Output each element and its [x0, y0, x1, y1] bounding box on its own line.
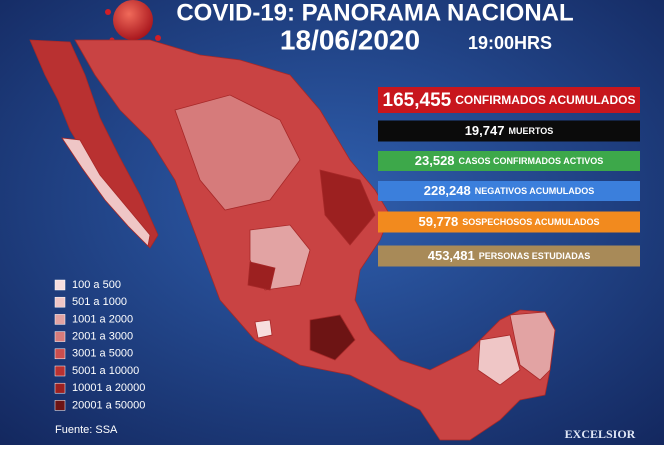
- legend-label: 20001 a 50000: [72, 399, 145, 411]
- legend-swatch: [54, 348, 66, 360]
- stat-background: [378, 151, 640, 171]
- stat-box: 453,481 PERSONAS ESTUDIADAS: [378, 245, 640, 267]
- stat-background: [378, 87, 640, 113]
- stat-label: SOSPECHOSOS ACUMULADOS: [462, 217, 599, 227]
- stat-text: 453,481 PERSONAS ESTUDIADAS: [428, 248, 591, 263]
- stat-text: 228,248 NEGATIVOS ACUMULADOS: [424, 183, 595, 198]
- stat-label: CONFIRMADOS ACUMULADOS: [455, 93, 635, 107]
- stat-background: [378, 120, 640, 142]
- stat-label: PERSONAS ESTUDIADAS: [479, 251, 591, 261]
- stat-background: [378, 181, 640, 201]
- legend-label: 3001 a 5000: [72, 348, 133, 360]
- stat-label: CASOS CONFIRMADOS ACTIVOS: [459, 156, 604, 166]
- legend-swatch: [54, 400, 66, 411]
- stat-value: 228,248: [424, 183, 471, 198]
- stat-box: 23,528 CASOS CONFIRMADOS ACTIVOS: [378, 151, 640, 171]
- stat-background: [378, 245, 640, 267]
- stat-text: 23,528 CASOS CONFIRMADOS ACTIVOS: [415, 153, 603, 168]
- stat-background: [378, 211, 640, 233]
- map: [29, 39, 556, 441]
- stat-text: 19,747 MUERTOS: [465, 123, 554, 138]
- time: 19:00HRS: [468, 33, 552, 53]
- legend-swatch: [54, 279, 66, 291]
- legend-label: 100 a 500: [72, 279, 121, 291]
- stat-value: 165,455: [383, 90, 452, 111]
- stat-box: 19,747 MUERTOS: [378, 120, 640, 142]
- legend-swatch: [54, 331, 66, 342]
- legend-swatch: [54, 314, 66, 325]
- stat-label: MUERTOS: [508, 126, 553, 136]
- stat-box: 165,455 CONFIRMADOS ACUMULADOS: [378, 87, 640, 113]
- legend-label: 5001 a 10000: [72, 365, 139, 377]
- stat-value: 59,778: [419, 214, 459, 229]
- stat-label: NEGATIVOS ACUMULADOS: [475, 186, 595, 196]
- stat-value: 19,747: [465, 123, 505, 138]
- stat-value: 23,528: [415, 153, 455, 168]
- stat-box: 228,248 NEGATIVOS ACUMULADOS: [378, 181, 640, 201]
- stat-text: 165,455 CONFIRMADOS ACUMULADOS: [383, 90, 636, 111]
- legend-label: 1001 a 2000: [72, 313, 133, 325]
- legend: 100 a 500 501 a 1000 1001 a 2000 2001 a 300…: [54, 279, 145, 411]
- legend-label: 2001 a 3000: [72, 331, 133, 343]
- stat-box: 59,778 SOSPECHOSOS ACUMULADOS: [378, 211, 640, 233]
- source: Fuente: SSA: [55, 424, 118, 436]
- stat-value: 453,481: [428, 248, 475, 263]
- title: COVID-19: PANORAMA NACIONAL: [176, 0, 573, 26]
- logo: EXCELSIOR: [565, 427, 636, 441]
- legend-swatch: [54, 382, 66, 394]
- legend-swatch: [54, 296, 66, 308]
- legend-label: 501 a 1000: [72, 296, 127, 308]
- stat-text: 59,778 SOSPECHOSOS ACUMULADOS: [419, 214, 600, 229]
- legend-label: 10001 a 20000: [72, 382, 145, 394]
- stats: 165,455 CONFIRMADOS ACUMULADOS 19,747 MUERT…: [378, 87, 640, 267]
- date: 18/06/2020: [280, 24, 420, 55]
- legend-swatch: [54, 365, 66, 377]
